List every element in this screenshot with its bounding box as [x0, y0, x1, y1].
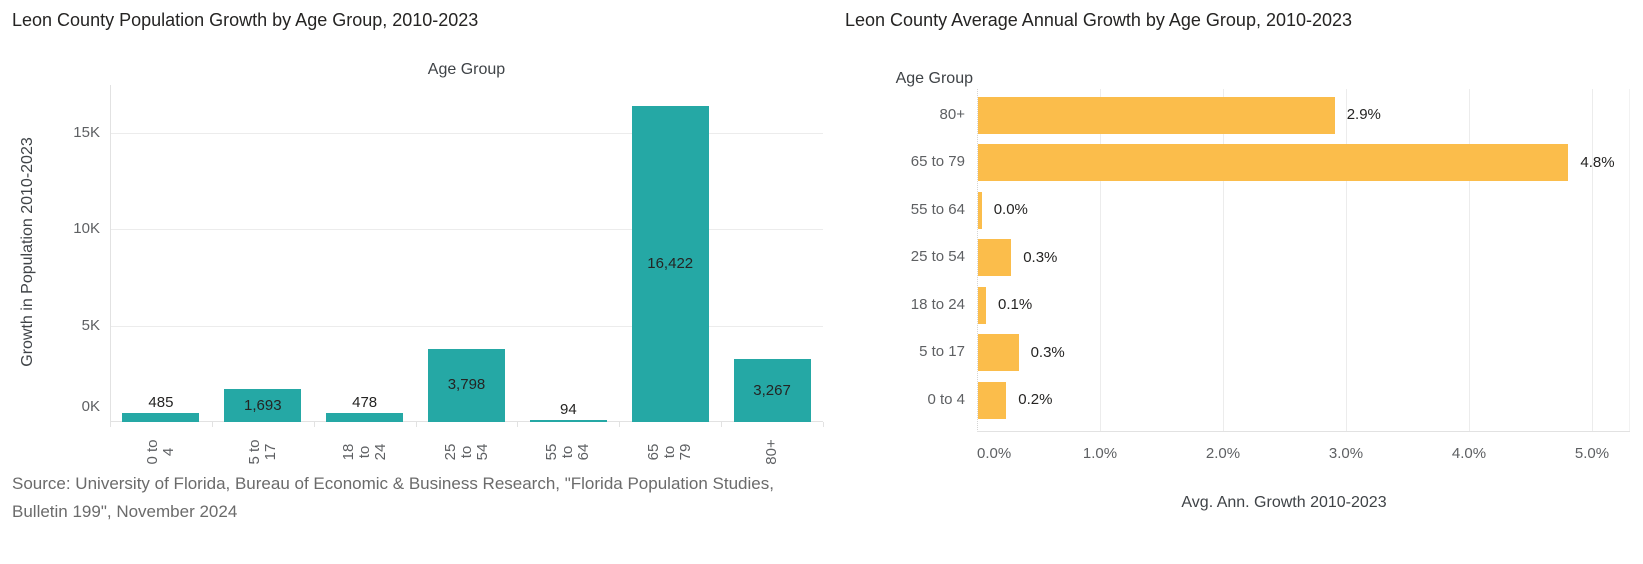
value-label: 2.9%	[1346, 106, 1381, 123]
bar-18-to-24[interactable]	[978, 286, 986, 324]
bar-data-label: 16,422	[647, 254, 694, 272]
x-gridline	[1346, 89, 1347, 432]
right-x-axis-title: Avg. Ann. Growth 2010-2023	[1181, 494, 1387, 511]
category-label: 55 to 64	[910, 200, 965, 218]
category-label: 0 to 4	[143, 439, 177, 465]
bar-5-to-17[interactable]	[978, 334, 1019, 371]
x-axis-tick	[619, 422, 620, 427]
x-axis-tick	[314, 422, 315, 427]
category-label: 55 to 64	[543, 443, 593, 461]
y-tick-label: 15K	[73, 124, 100, 141]
x-gridline	[1223, 89, 1224, 432]
x-tick-label: 0.0%	[977, 445, 1012, 462]
category-label: 25 to 54	[441, 443, 491, 461]
x-axis-line	[977, 431, 1630, 432]
bar-18-to-24[interactable]	[326, 412, 404, 422]
right-chart-title: Leon County Average Annual Growth by Age…	[845, 10, 1353, 30]
x-axis-tick	[721, 422, 722, 427]
category-label: 65 to 79	[645, 443, 695, 461]
category-label: 65 to 79	[910, 153, 965, 170]
x-gridline	[1592, 89, 1593, 432]
x-axis-tick	[212, 422, 213, 427]
left-y-axis-title: Growth in Population 2010-2023	[19, 137, 36, 367]
source-note: Source: University of Florida, Bureau of…	[12, 474, 774, 521]
bar-80+[interactable]	[733, 359, 811, 422]
value-label: 0.1%	[997, 296, 1033, 313]
y-gridline	[110, 133, 823, 134]
x-tick-label: 1.0%	[1082, 445, 1118, 462]
zero-axis-line	[977, 89, 978, 432]
category-label: 18 to 24	[910, 295, 965, 313]
right-plot-area: 2.9% 80+ 4.8% 65 to 79 0.0% 55 to 64 0.3% 25 to…	[911, 89, 1630, 462]
left-x-axis-title: Age Group	[427, 61, 506, 78]
category-label: 5 to 17	[245, 439, 279, 465]
bar-0-to-4[interactable]	[978, 381, 1007, 419]
left-chart-title: Leon County Population Growth by Age Gro…	[12, 10, 479, 30]
value-label: 0.3%	[1023, 248, 1058, 266]
x-gridline	[1100, 89, 1101, 432]
category-label: 80+	[763, 439, 781, 465]
bar-55-to-64[interactable]	[978, 191, 982, 229]
bar-25-to-54[interactable]	[428, 348, 505, 422]
value-label: 0.0%	[993, 201, 1028, 218]
bar-0-to-4[interactable]	[122, 412, 200, 422]
bar-5-to-17[interactable]	[224, 389, 302, 422]
category-label: 18 to 24	[339, 443, 389, 461]
bar-data-label: 485	[148, 393, 174, 411]
plot-right-edge-line	[1629, 89, 1630, 432]
y-gridline	[110, 229, 823, 231]
bar-data-label: 1,693	[244, 396, 282, 414]
bar-65-to-79[interactable]	[631, 105, 709, 422]
bar-55-to-64[interactable]	[529, 420, 607, 422]
y-gridline	[110, 325, 823, 327]
x-tick-label: 5.0%	[1574, 445, 1610, 462]
x-axis-tick	[823, 422, 824, 427]
bar-data-label: 3,267	[753, 381, 791, 399]
bar-data-label: 478	[352, 393, 378, 411]
value-label: 0.3%	[1030, 343, 1065, 361]
bar-25-to-54[interactable]	[978, 239, 1012, 276]
category-label: 80+	[939, 105, 965, 123]
bar-data-label: 94	[560, 401, 577, 418]
x-axis-tick	[416, 422, 417, 427]
value-label: 0.2%	[1018, 391, 1053, 408]
y-tick-label: 5K	[81, 316, 100, 334]
x-gridline	[1469, 89, 1470, 432]
x-tick-label: 4.0%	[1451, 445, 1487, 462]
bar-data-label: 3,798	[447, 376, 486, 394]
left-plot-area: 0K 5K 10K 15K 485 0 to 4 1,693 5 to 17 478 18 to …	[73, 85, 824, 465]
x-tick-label: 3.0%	[1328, 445, 1364, 462]
bar-80+[interactable]	[978, 96, 1335, 134]
x-axis-tick	[110, 422, 111, 427]
category-label: 25 to 54	[910, 248, 965, 265]
category-label: 0 to 4	[927, 390, 965, 408]
x-tick-label: 2.0%	[1205, 445, 1241, 462]
bar-65-to-79[interactable]	[978, 144, 1569, 181]
category-label: 5 to 17	[919, 343, 965, 360]
right-y-axis-title: Age Group	[895, 70, 973, 87]
y-tick-label: 10K	[73, 220, 100, 238]
x-axis-tick	[517, 422, 518, 427]
y-tick-label: 0K	[81, 398, 100, 415]
y-axis-line	[110, 85, 111, 422]
value-label: 4.8%	[1580, 153, 1615, 171]
